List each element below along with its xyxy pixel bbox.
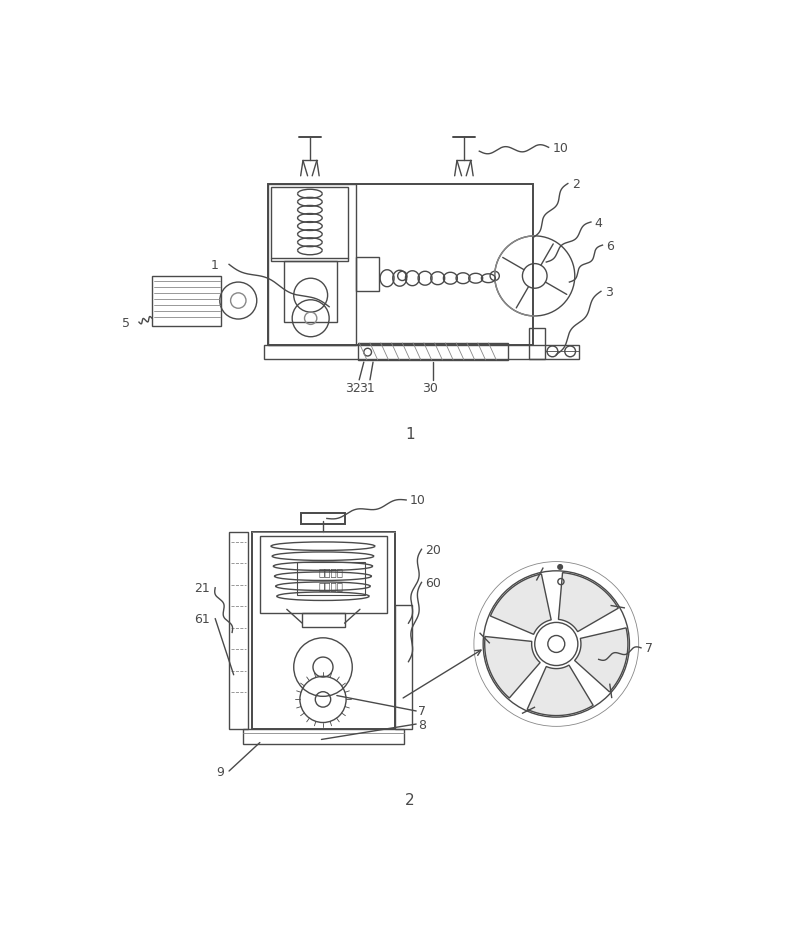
Bar <box>229 533 247 729</box>
Polygon shape <box>485 637 540 698</box>
Bar <box>152 276 222 326</box>
Text: 4: 4 <box>594 216 602 229</box>
Text: 7: 7 <box>645 641 653 654</box>
Text: 30: 30 <box>422 382 438 395</box>
Bar <box>358 344 508 361</box>
Text: 3: 3 <box>605 286 613 298</box>
Text: 32: 32 <box>345 382 361 395</box>
Text: 61: 61 <box>194 613 210 626</box>
Polygon shape <box>490 575 551 635</box>
Bar <box>285 261 337 323</box>
Text: 8: 8 <box>418 717 426 730</box>
Text: 实物拍摄: 实物拍摄 <box>318 567 343 577</box>
Bar <box>302 614 345 628</box>
Text: 60: 60 <box>426 577 442 590</box>
Text: 6: 6 <box>606 239 614 252</box>
Text: 20: 20 <box>426 543 442 556</box>
Bar <box>297 562 365 596</box>
Bar <box>394 606 411 729</box>
Text: 2: 2 <box>405 793 415 807</box>
Bar <box>271 188 349 261</box>
Text: 5: 5 <box>122 316 130 329</box>
Text: 31: 31 <box>359 382 374 395</box>
Bar <box>264 346 579 360</box>
Circle shape <box>558 565 562 570</box>
Bar <box>302 514 345 525</box>
Bar <box>267 184 534 346</box>
Bar <box>356 258 379 292</box>
Bar <box>260 537 387 614</box>
Polygon shape <box>527 666 593 716</box>
Text: 21: 21 <box>194 581 210 594</box>
Text: 7: 7 <box>418 705 426 717</box>
Bar <box>243 729 404 744</box>
Bar <box>530 329 545 360</box>
Bar <box>267 184 356 346</box>
Text: 2: 2 <box>572 178 579 191</box>
Text: 9: 9 <box>216 765 224 778</box>
Text: 10: 10 <box>410 494 426 507</box>
Text: 品质保证: 品质保证 <box>318 580 343 590</box>
Text: 10: 10 <box>553 142 568 155</box>
Bar <box>252 533 394 729</box>
Text: 1: 1 <box>211 259 219 272</box>
Polygon shape <box>558 573 618 632</box>
Polygon shape <box>574 629 628 692</box>
Text: 1: 1 <box>405 426 415 442</box>
